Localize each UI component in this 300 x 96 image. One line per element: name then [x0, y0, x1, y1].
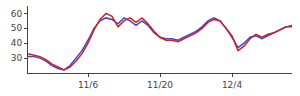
svg-text:30: 30	[11, 53, 23, 63]
svg-text:11/6: 11/6	[78, 80, 98, 90]
svg-text:12/4: 12/4	[222, 80, 242, 90]
svg-text:50: 50	[11, 23, 23, 33]
svg-text:40: 40	[11, 38, 23, 48]
svg-text:60: 60	[11, 9, 23, 19]
svg-text:11/20: 11/20	[147, 80, 173, 90]
